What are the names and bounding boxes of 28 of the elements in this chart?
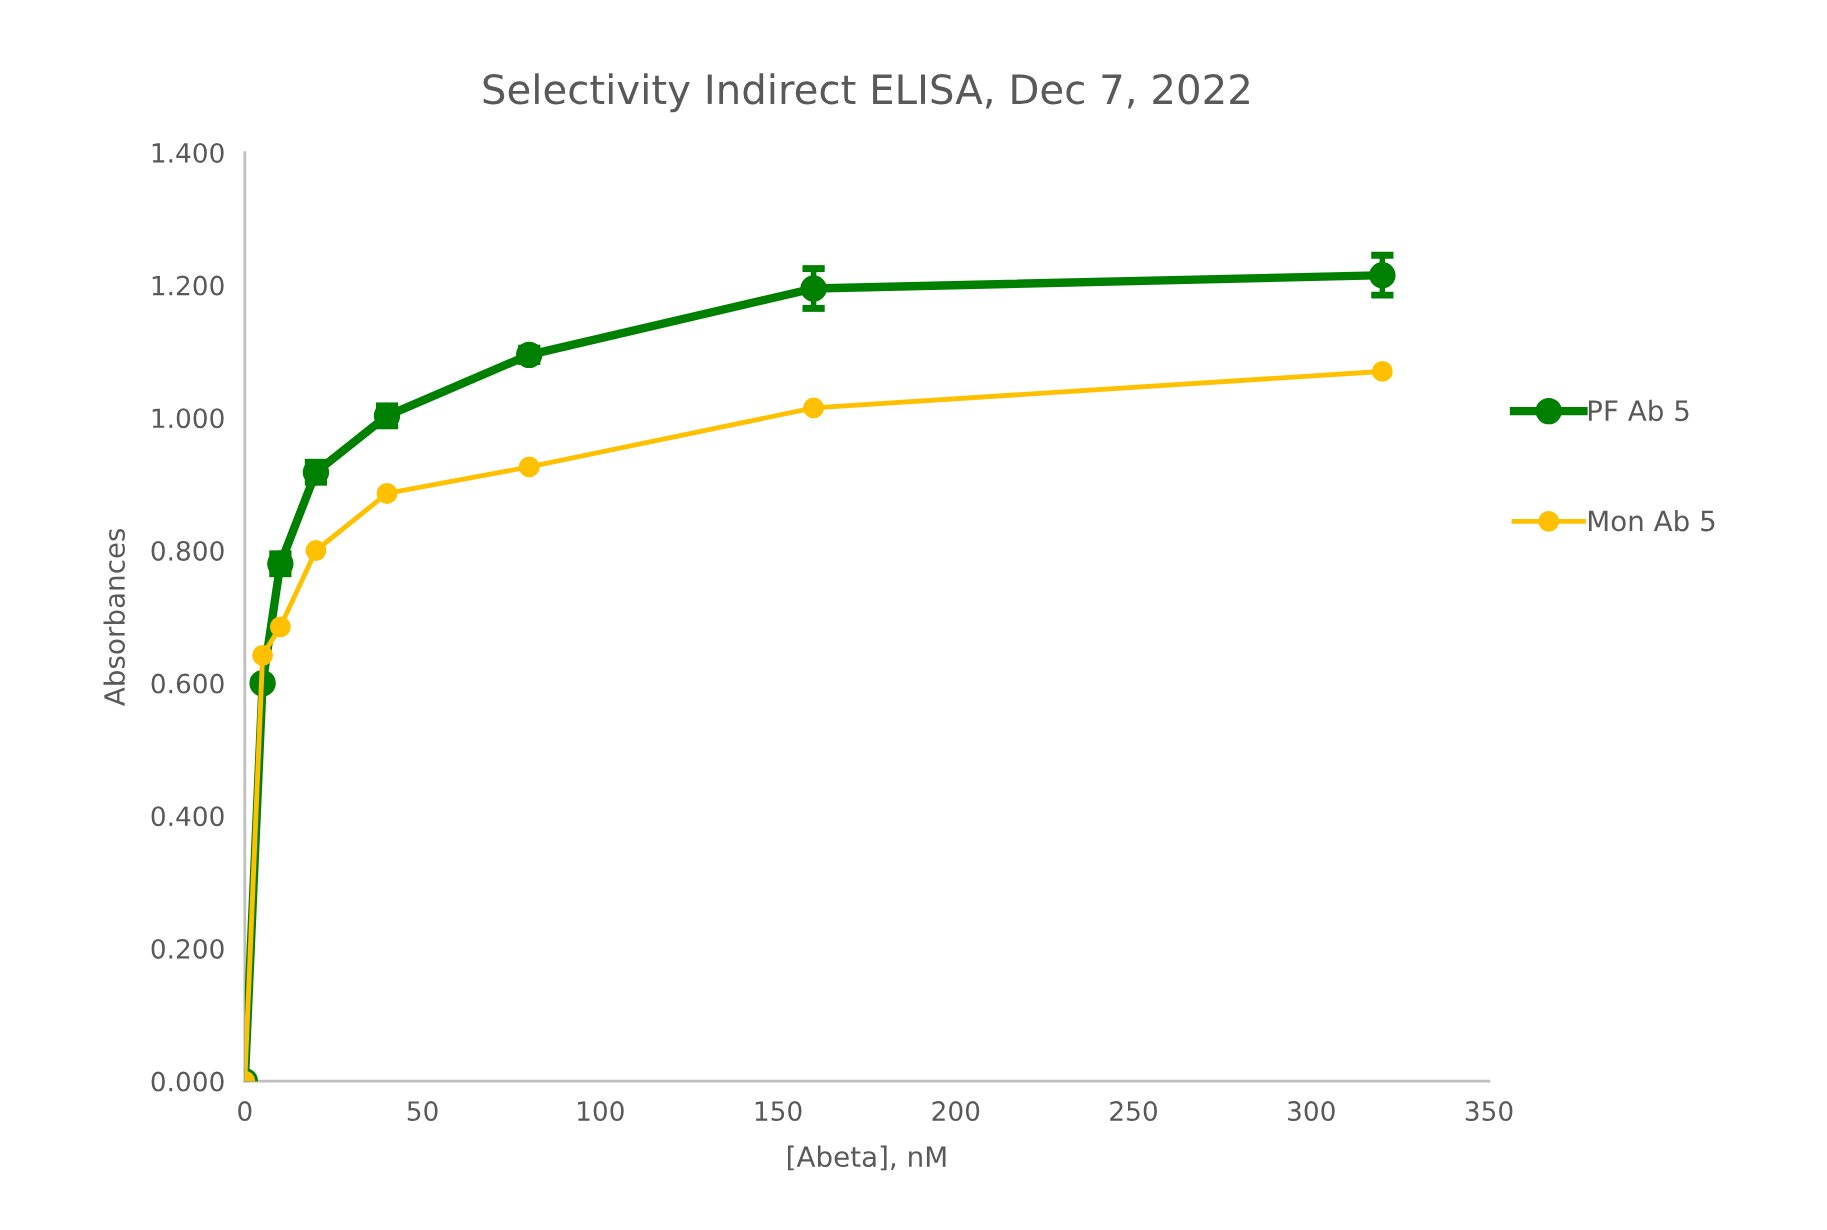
y-tick-label: 0.000 xyxy=(151,1071,224,1092)
legend-label: PF Ab 5 xyxy=(1588,399,1689,422)
y-tick-label: 0.800 xyxy=(151,540,224,561)
chart-title: Selectivity Indirect ELISA, Dec 7, 2022 xyxy=(483,73,1249,113)
y-tick-label: 0.200 xyxy=(151,938,224,959)
x-tick-label: 150 xyxy=(755,1101,802,1122)
x-tick-label: 300 xyxy=(1288,1101,1335,1122)
y-tick-label: 0.600 xyxy=(151,673,224,694)
point xyxy=(803,397,825,419)
x-tick-label: 350 xyxy=(1465,1101,1513,1122)
point xyxy=(518,456,540,478)
y-tick-label: 1.000 xyxy=(152,408,224,429)
point xyxy=(305,540,327,561)
point xyxy=(376,483,398,504)
x-tick-label: 0 xyxy=(238,1101,252,1122)
y-tick-label: 1.400 xyxy=(152,142,224,163)
x-tick-label: 250 xyxy=(1110,1101,1157,1122)
y-axis-title: Absorbances xyxy=(103,528,125,706)
y-tick-label: 0.400 xyxy=(151,806,224,827)
point xyxy=(252,644,274,666)
x-tick-label: 200 xyxy=(932,1101,980,1122)
point xyxy=(1371,360,1393,382)
legend-label: Mon Ab 5 xyxy=(1588,509,1715,532)
y-tick-label: 1.200 xyxy=(152,275,224,296)
x-axis-title: [Abeta], nM xyxy=(788,1145,946,1171)
x-tick-label: 100 xyxy=(578,1101,624,1122)
point xyxy=(269,616,291,638)
x-tick-label: 50 xyxy=(407,1101,438,1122)
